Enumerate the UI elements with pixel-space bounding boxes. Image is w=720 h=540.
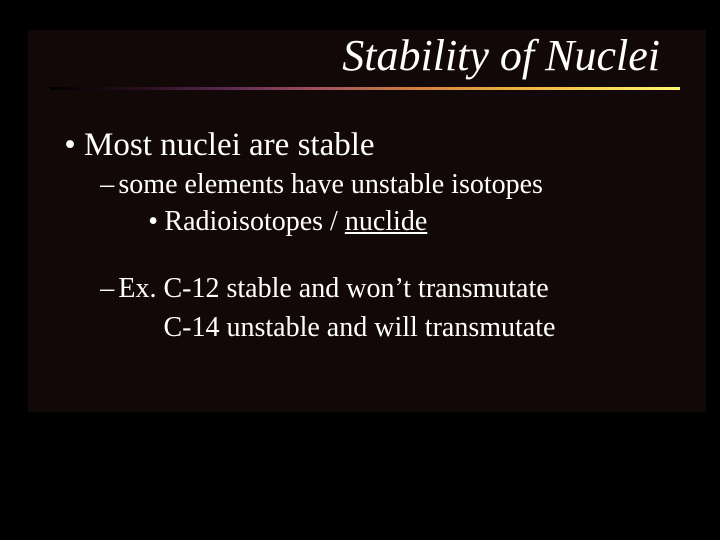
bullet-l2b: – Ex. C-12 stable and won’t transmutate [96,271,680,308]
title-divider [50,87,680,90]
bullet-l2b-cont: – Ex. C-14 unstable and will transmutate [96,310,680,347]
bullet-marker-icon: • [56,124,84,167]
bullet-l3a: • Radioisotopes / nuclide [142,204,680,241]
bullet-l3a-prefix: Radioisotopes / [164,206,344,237]
bullet-l2b-line1-text: C-12 stable and won’t transmutate [164,273,549,304]
bullet-l3a-underlined: nuclide [345,206,427,237]
bullet-l1: • Most nuclei are stable [56,124,680,167]
bullet-l2a: – some elements have unstable isotopes [96,167,680,204]
dash-marker-icon: – [96,271,118,308]
bullet-l2a-text: some elements have unstable isotopes [118,167,680,204]
slide-content: Stability of Nuclei • Most nuclei are st… [0,0,720,540]
bullet-l2b-line1: Ex. C-12 stable and won’t transmutate [118,271,680,308]
bullet-l1-text: Most nuclei are stable [84,124,680,167]
slide-title: Stability of Nuclei [50,30,680,81]
dash-marker-icon: – [96,167,118,204]
bullet-l2b-line2: Ex. C-14 unstable and will transmutate [118,310,680,347]
slide: Stability of Nuclei • Most nuclei are st… [0,0,720,540]
bullet-l2b-prefix: Ex. [118,273,163,304]
bullet-l3a-text: Radioisotopes / nuclide [164,204,680,241]
bullet-marker-icon: • [142,204,164,241]
bullet-l2b-line2-text: C-14 unstable and will transmutate [164,312,556,343]
